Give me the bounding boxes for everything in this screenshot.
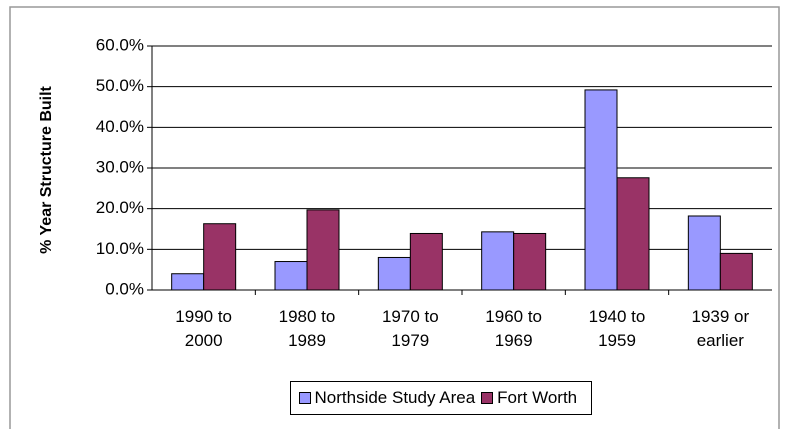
bar bbox=[377, 256, 411, 291]
y-tick-label: 20.0% bbox=[96, 198, 144, 217]
y-tick-label: 30.0% bbox=[96, 157, 144, 176]
bar bbox=[306, 209, 340, 291]
bar bbox=[513, 232, 547, 291]
y-tick-label: 60.0% bbox=[96, 35, 144, 54]
bar bbox=[616, 177, 650, 291]
legend-item: Northside Study Area bbox=[298, 388, 476, 408]
bar bbox=[687, 215, 721, 291]
y-tick-label: 40.0% bbox=[96, 117, 144, 136]
x-tick-label: 1970 to 1979 bbox=[381, 307, 439, 350]
chart-border bbox=[9, 6, 780, 429]
bar bbox=[274, 261, 308, 291]
x-tick-label: 1980 to 1989 bbox=[278, 307, 336, 350]
bar bbox=[409, 232, 443, 291]
bar bbox=[584, 89, 618, 291]
legend-swatch bbox=[298, 392, 311, 404]
y-axis-title: % Year Structure Built bbox=[38, 85, 55, 253]
legend-label: Fort Worth bbox=[497, 388, 578, 407]
y-tick-label: 50.0% bbox=[96, 76, 144, 95]
bar bbox=[203, 223, 237, 291]
legend-item: Fort Worth bbox=[481, 388, 577, 408]
legend-label: Northside Study Area bbox=[314, 388, 476, 407]
bar bbox=[171, 273, 205, 291]
legend: Northside Study Area Fort Worth bbox=[289, 381, 593, 415]
x-tick-label: 1990 to 2000 bbox=[175, 307, 233, 350]
y-tick-label: 0.0% bbox=[105, 279, 144, 298]
x-tick-label: 1939 or earlier bbox=[691, 307, 750, 350]
bar bbox=[481, 231, 515, 291]
x-tick-label: 1940 to 1959 bbox=[588, 307, 646, 350]
legend-swatch bbox=[481, 392, 494, 404]
x-tick-label: 1960 to 1969 bbox=[485, 307, 543, 350]
bar bbox=[719, 252, 753, 291]
y-tick-label: 10.0% bbox=[96, 239, 144, 258]
